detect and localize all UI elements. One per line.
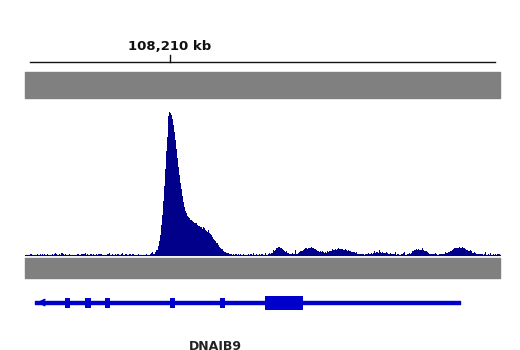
Bar xyxy=(220,298,225,308)
Text: DNAJB9: DNAJB9 xyxy=(189,340,241,350)
Bar xyxy=(105,298,110,308)
Bar xyxy=(85,298,91,308)
Bar xyxy=(170,298,175,308)
Text: 108,210 kb: 108,210 kb xyxy=(128,40,212,53)
Bar xyxy=(65,298,70,308)
Bar xyxy=(265,295,303,309)
